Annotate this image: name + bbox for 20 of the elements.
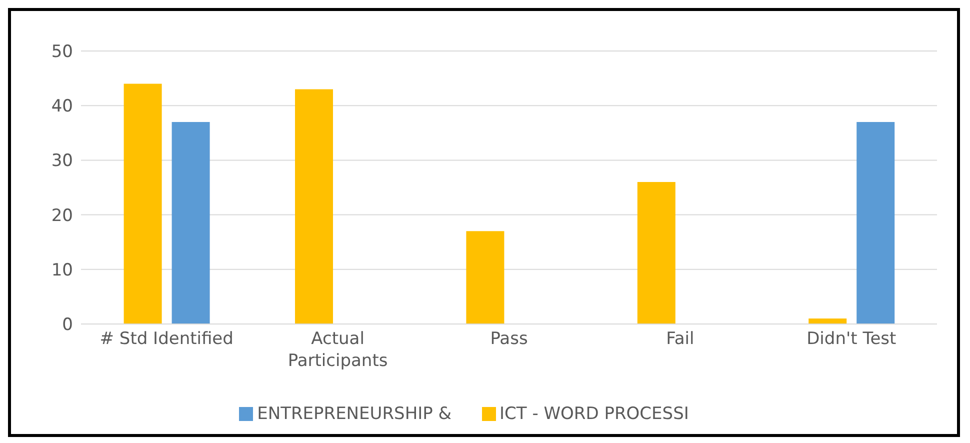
bar [856, 122, 895, 324]
x-tick-label: Actual Participants [288, 329, 388, 371]
bar [466, 231, 504, 324]
bar [637, 182, 676, 324]
x-tick-label: Fail [666, 329, 694, 349]
x-tick-label: # Std Identified [100, 329, 234, 349]
y-tick-label: 40 [51, 96, 73, 117]
bar [808, 318, 847, 324]
legend-label: ENTREPRENEURSHIP & [257, 404, 452, 424]
y-tick-label: 50 [51, 42, 73, 62]
x-tick-label: Pass [490, 329, 528, 349]
bar [172, 122, 210, 324]
x-tick-label: Didn't Test [806, 329, 897, 349]
y-tick-label: 10 [51, 260, 73, 280]
y-tick-label: 20 [51, 206, 73, 226]
bar [295, 89, 333, 324]
bar [124, 84, 162, 324]
y-tick-label: 0 [62, 315, 73, 336]
legend-label: ICT - WORD PROCESSI [500, 404, 689, 424]
y-tick-label: 30 [51, 151, 73, 172]
